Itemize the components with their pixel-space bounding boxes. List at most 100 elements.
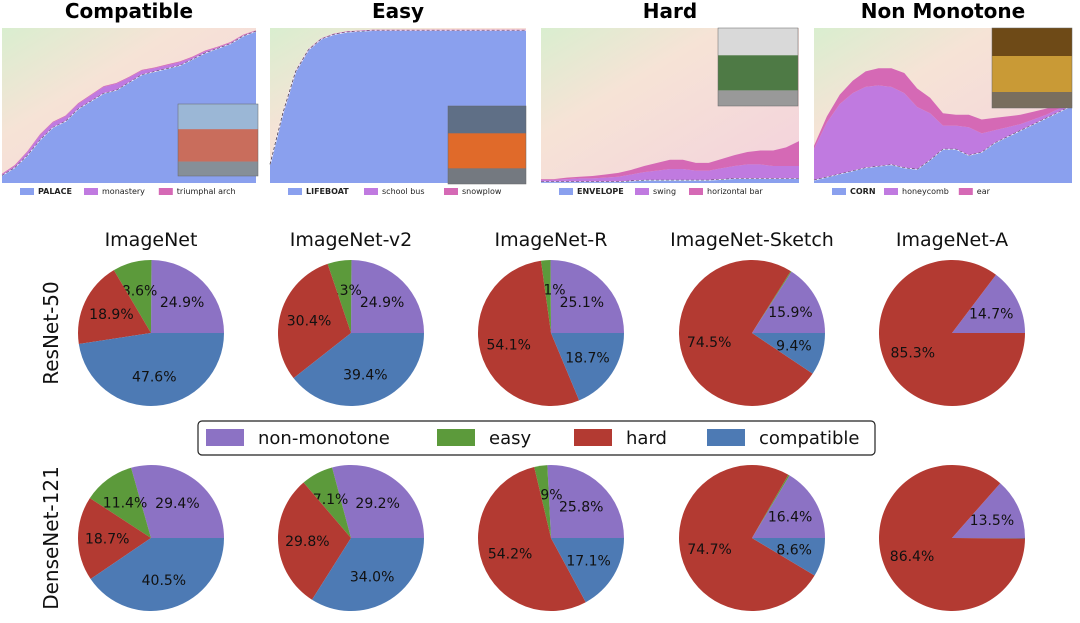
legend-swatch-envelope: [559, 188, 573, 195]
pie-label-hard: 85.3%: [891, 346, 935, 362]
photo-frame: [177, 103, 259, 177]
pie-label-non-monotone: 16.4%: [768, 509, 812, 525]
envelope-photo: [717, 27, 799, 107]
legend-swatch-snowplow: [444, 188, 458, 195]
pie-legend-swatch-non-monotone: [206, 429, 244, 446]
pie-label-compatible: 40.5%: [142, 573, 186, 589]
pie-label-non-monotone: 13.5%: [970, 513, 1014, 529]
photo-ground: [992, 92, 1072, 108]
area-horizontal-bar: [541, 141, 799, 180]
pie-slice-compatible: [551, 333, 624, 401]
pie-slice-non-monotone: [351, 260, 424, 333]
pie-legend-swatch-easy: [437, 429, 475, 446]
pie-label-non-monotone: 29.2%: [355, 496, 399, 512]
pie-label-hard: 54.1%: [487, 338, 531, 354]
pie-label-hard: 18.7%: [85, 531, 129, 547]
pie-slice-compatible: [293, 333, 424, 406]
pie-slice-easy: [89, 467, 151, 538]
pie-densenet-121-col1: 29.4% 11.4% 18.7% 40.5%: [77, 465, 225, 611]
pie-column-title: ImageNet-Sketch: [670, 229, 834, 251]
pie-label-compatible: 17.1%: [566, 553, 610, 569]
pie-label-compatible: 18.7%: [565, 350, 609, 366]
photo-ground: [718, 90, 798, 106]
pie-slice-easy: [752, 271, 792, 333]
pie-label-hard: 18.9%: [89, 307, 133, 323]
legend-label-lifeboat: LIFEBOAT: [306, 187, 349, 196]
pie-label-hard: 74.5%: [687, 335, 731, 351]
pie-slice-easy: [534, 465, 551, 538]
pie-label-non-monotone: 15.9%: [768, 305, 812, 321]
pie-legend-swatch-compatible: [707, 429, 745, 446]
photo-frame: [717, 27, 799, 107]
pie-label-non-monotone: 24.9%: [160, 295, 204, 311]
panel-legend: LIFEBOAT school bus snowplow: [288, 187, 502, 196]
area-swing: [541, 164, 799, 182]
pie-slice-hard: [878, 464, 1025, 611]
photo-ground: [178, 161, 258, 176]
pie-label-compatible: 47.6%: [132, 370, 176, 386]
pie-legend-swatch-hard: [574, 429, 612, 446]
photo-subject: [178, 129, 258, 162]
panel-title: Hard: [643, 0, 697, 23]
pie-resnet-50-imagenet-r: ImageNet-R25.1%2.1%54.1%18.7%: [477, 229, 624, 406]
pie-slice-hard: [679, 260, 813, 407]
pie-slice-compatible: [752, 333, 825, 374]
pie-column-title: ImageNet: [105, 229, 198, 251]
pie-label-hard: 74.7%: [687, 542, 731, 558]
pie-column-title: ImageNet-A: [896, 229, 1008, 251]
pie-slice-hard: [278, 263, 351, 379]
legend-label-ear: ear: [977, 187, 991, 196]
pie-slice-non-monotone: [752, 271, 825, 333]
pie-label-compatible: 39.4%: [343, 367, 387, 383]
pie-slice-non-monotone: [550, 260, 624, 333]
pie-slice-hard: [679, 465, 815, 611]
pie-column-title: ImageNet-v2: [290, 229, 413, 251]
pie-slice-easy: [113, 260, 152, 333]
legend-label-palace: PALACE: [38, 187, 72, 196]
photo-subject: [718, 55, 798, 91]
legend-label-envelope: ENVELOPE: [577, 187, 624, 196]
pie-slice-hard: [277, 482, 351, 600]
pie-slice-non-monotone: [151, 260, 224, 333]
pie-slice-non-monotone: [332, 465, 424, 538]
pie-slice-compatible: [78, 333, 224, 406]
pie-slice-compatible: [752, 538, 825, 576]
legend-swatch-palace: [20, 188, 34, 195]
panel-legend: CORN honeycomb ear: [832, 187, 991, 196]
pie-slice-non-monotone: [952, 274, 1025, 333]
legend-label-honeycomb: honeycomb: [902, 187, 949, 196]
pie-label-non-monotone: 29.4%: [155, 496, 199, 512]
legend-label-snowplow: snowplow: [462, 187, 502, 196]
pie-densenet-121-col4: 16.4% 74.7% 8.6%: [679, 465, 826, 611]
pie-slice-hard: [77, 498, 151, 580]
lifeboat-photo: [447, 105, 527, 185]
pie-slice-easy: [540, 260, 551, 333]
legend-label-horizontal-bar: horizontal bar: [707, 187, 763, 196]
photo-subject: [448, 133, 526, 169]
pie-label-compatible: 9.4%: [776, 339, 812, 355]
pie-label-compatible: 34.0%: [350, 569, 394, 585]
area-panel-easy: Easy LIFEBOAT school bus snowplow: [269, 0, 527, 196]
pie-slice-hard: [477, 466, 586, 611]
pie-legend-label-easy: easy: [489, 428, 531, 449]
pie-label-hard: 30.4%: [287, 314, 331, 330]
legend-swatch-school-bus: [364, 188, 378, 195]
palace-photo: [177, 103, 259, 177]
row-label-resnet-50: ResNet-50: [39, 281, 63, 385]
pie-label-compatible: 8.6%: [776, 543, 812, 559]
pie-slice-hard: [477, 260, 580, 406]
legend-label-triumphal-arch: triumphal arch: [177, 187, 236, 196]
pie-slice-hard: [77, 270, 151, 344]
pie-slice-non-monotone: [952, 483, 1025, 538]
photo-subject: [992, 56, 1072, 92]
legend-swatch-monastery: [84, 188, 98, 195]
photo-frame: [991, 27, 1073, 109]
pie-label-non-monotone: 25.8%: [559, 499, 603, 515]
pie-slice-compatible: [312, 538, 424, 611]
area-panel-non-monotone: Non Monotone CORN honeycomb ear: [813, 0, 1073, 196]
panel-title: Easy: [372, 0, 424, 23]
pie-legend-label-non-monotone: non-monotone: [258, 428, 390, 449]
pie-column-title: ImageNet-R: [495, 229, 608, 251]
